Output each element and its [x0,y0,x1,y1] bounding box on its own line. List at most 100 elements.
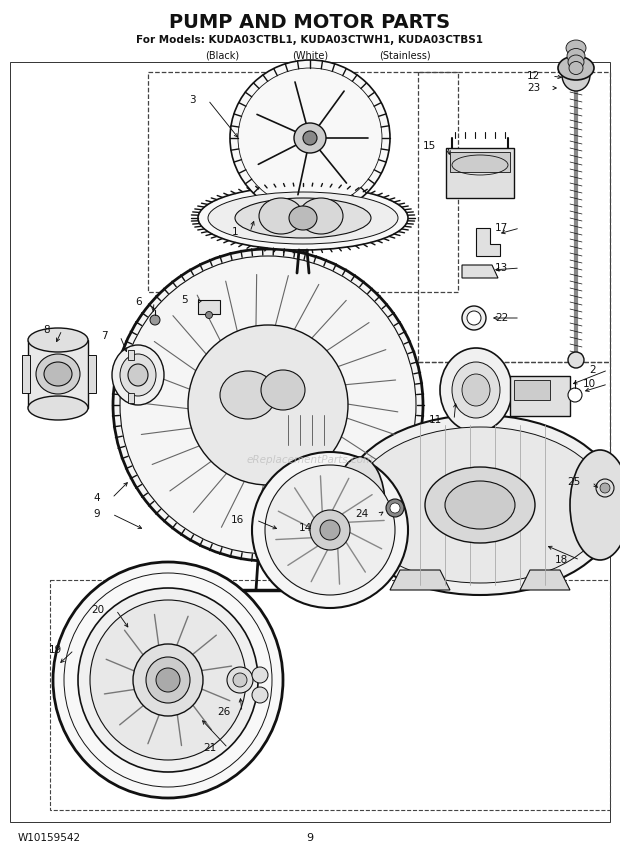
Bar [50,580,610,810]
Text: 10: 10 [583,379,596,389]
Ellipse shape [570,450,620,560]
Bar [88,355,96,393]
Ellipse shape [128,364,148,386]
Text: 14: 14 [299,523,312,533]
Text: 4: 4 [94,493,100,503]
Bar [28,340,88,408]
Ellipse shape [294,123,326,153]
Text: (Stainless): (Stainless) [379,50,431,60]
Ellipse shape [259,198,303,234]
Text: 22: 22 [495,313,508,323]
Circle shape [205,312,213,318]
Text: 18: 18 [555,555,568,565]
Circle shape [467,311,481,325]
Bar [418,362,610,472]
Text: 12: 12 [527,71,540,81]
Text: 6: 6 [135,297,142,307]
Text: 9: 9 [94,509,100,519]
Ellipse shape [188,325,348,485]
Ellipse shape [265,465,395,595]
Text: W10159542: W10159542 [18,833,81,843]
Ellipse shape [566,40,586,56]
Text: PUMP AND MOTOR PARTS: PUMP AND MOTOR PARTS [169,13,451,32]
Bar [514,380,550,400]
Text: eReplacementParts.com: eReplacementParts.com [246,455,374,465]
Bar [198,300,220,314]
Circle shape [233,673,247,687]
Text: 5: 5 [182,295,188,305]
Ellipse shape [133,644,203,716]
Text: 19: 19 [49,645,62,655]
Ellipse shape [156,668,180,692]
Ellipse shape [289,206,317,230]
Ellipse shape [120,354,156,396]
Text: (Black): (Black) [205,50,239,60]
Ellipse shape [440,348,512,432]
Text: 7: 7 [102,331,108,341]
Ellipse shape [567,49,585,63]
Text: 23: 23 [527,83,540,93]
Text: 25: 25 [567,477,580,487]
Ellipse shape [320,520,340,540]
Bar [510,376,570,416]
Text: 2: 2 [590,365,596,375]
Bar [450,152,510,172]
Circle shape [386,499,404,517]
Ellipse shape [220,371,276,419]
Bar [148,72,458,292]
Bar [10,62,610,822]
Ellipse shape [562,59,590,91]
Bar [22,355,30,393]
Ellipse shape [558,56,594,80]
Circle shape [596,479,614,497]
Circle shape [462,306,486,330]
Bar [128,393,134,403]
Ellipse shape [335,457,385,553]
Text: 3: 3 [189,95,196,105]
Ellipse shape [28,396,88,420]
Ellipse shape [146,657,190,703]
Circle shape [390,503,400,513]
Text: 20: 20 [91,605,104,615]
Text: 15: 15 [423,141,436,151]
Ellipse shape [198,186,408,250]
Text: 11: 11 [429,415,442,425]
Text: 26: 26 [217,707,230,717]
Ellipse shape [53,562,283,798]
Text: (White): (White) [292,50,328,60]
Text: 16: 16 [231,515,244,525]
Text: For Models: KUDA03CTBL1, KUDA03CTWH1, KUDA03CTBS1: For Models: KUDA03CTBL1, KUDA03CTWH1, KU… [136,35,484,45]
Ellipse shape [568,55,584,69]
Ellipse shape [352,427,608,583]
Circle shape [252,667,268,683]
Text: 9: 9 [306,833,314,843]
Ellipse shape [340,415,620,595]
Circle shape [568,388,582,402]
Polygon shape [462,265,498,278]
Text: 1: 1 [231,227,238,237]
Ellipse shape [230,60,390,216]
Circle shape [227,667,253,693]
Ellipse shape [90,600,246,760]
Ellipse shape [452,362,500,418]
Circle shape [150,315,160,325]
Ellipse shape [78,588,258,772]
Ellipse shape [28,328,88,352]
Bar [446,148,514,198]
Ellipse shape [252,452,408,608]
Bar [128,350,134,360]
Circle shape [252,687,268,703]
Ellipse shape [445,481,515,529]
Ellipse shape [569,62,583,74]
Text: 13: 13 [495,263,508,273]
Ellipse shape [112,345,164,405]
Ellipse shape [235,198,371,238]
Bar [418,72,610,362]
Circle shape [568,352,584,368]
Ellipse shape [310,510,350,550]
Ellipse shape [462,374,490,406]
Text: 8: 8 [43,325,50,335]
Circle shape [600,483,610,493]
Ellipse shape [303,131,317,145]
Ellipse shape [261,370,305,410]
